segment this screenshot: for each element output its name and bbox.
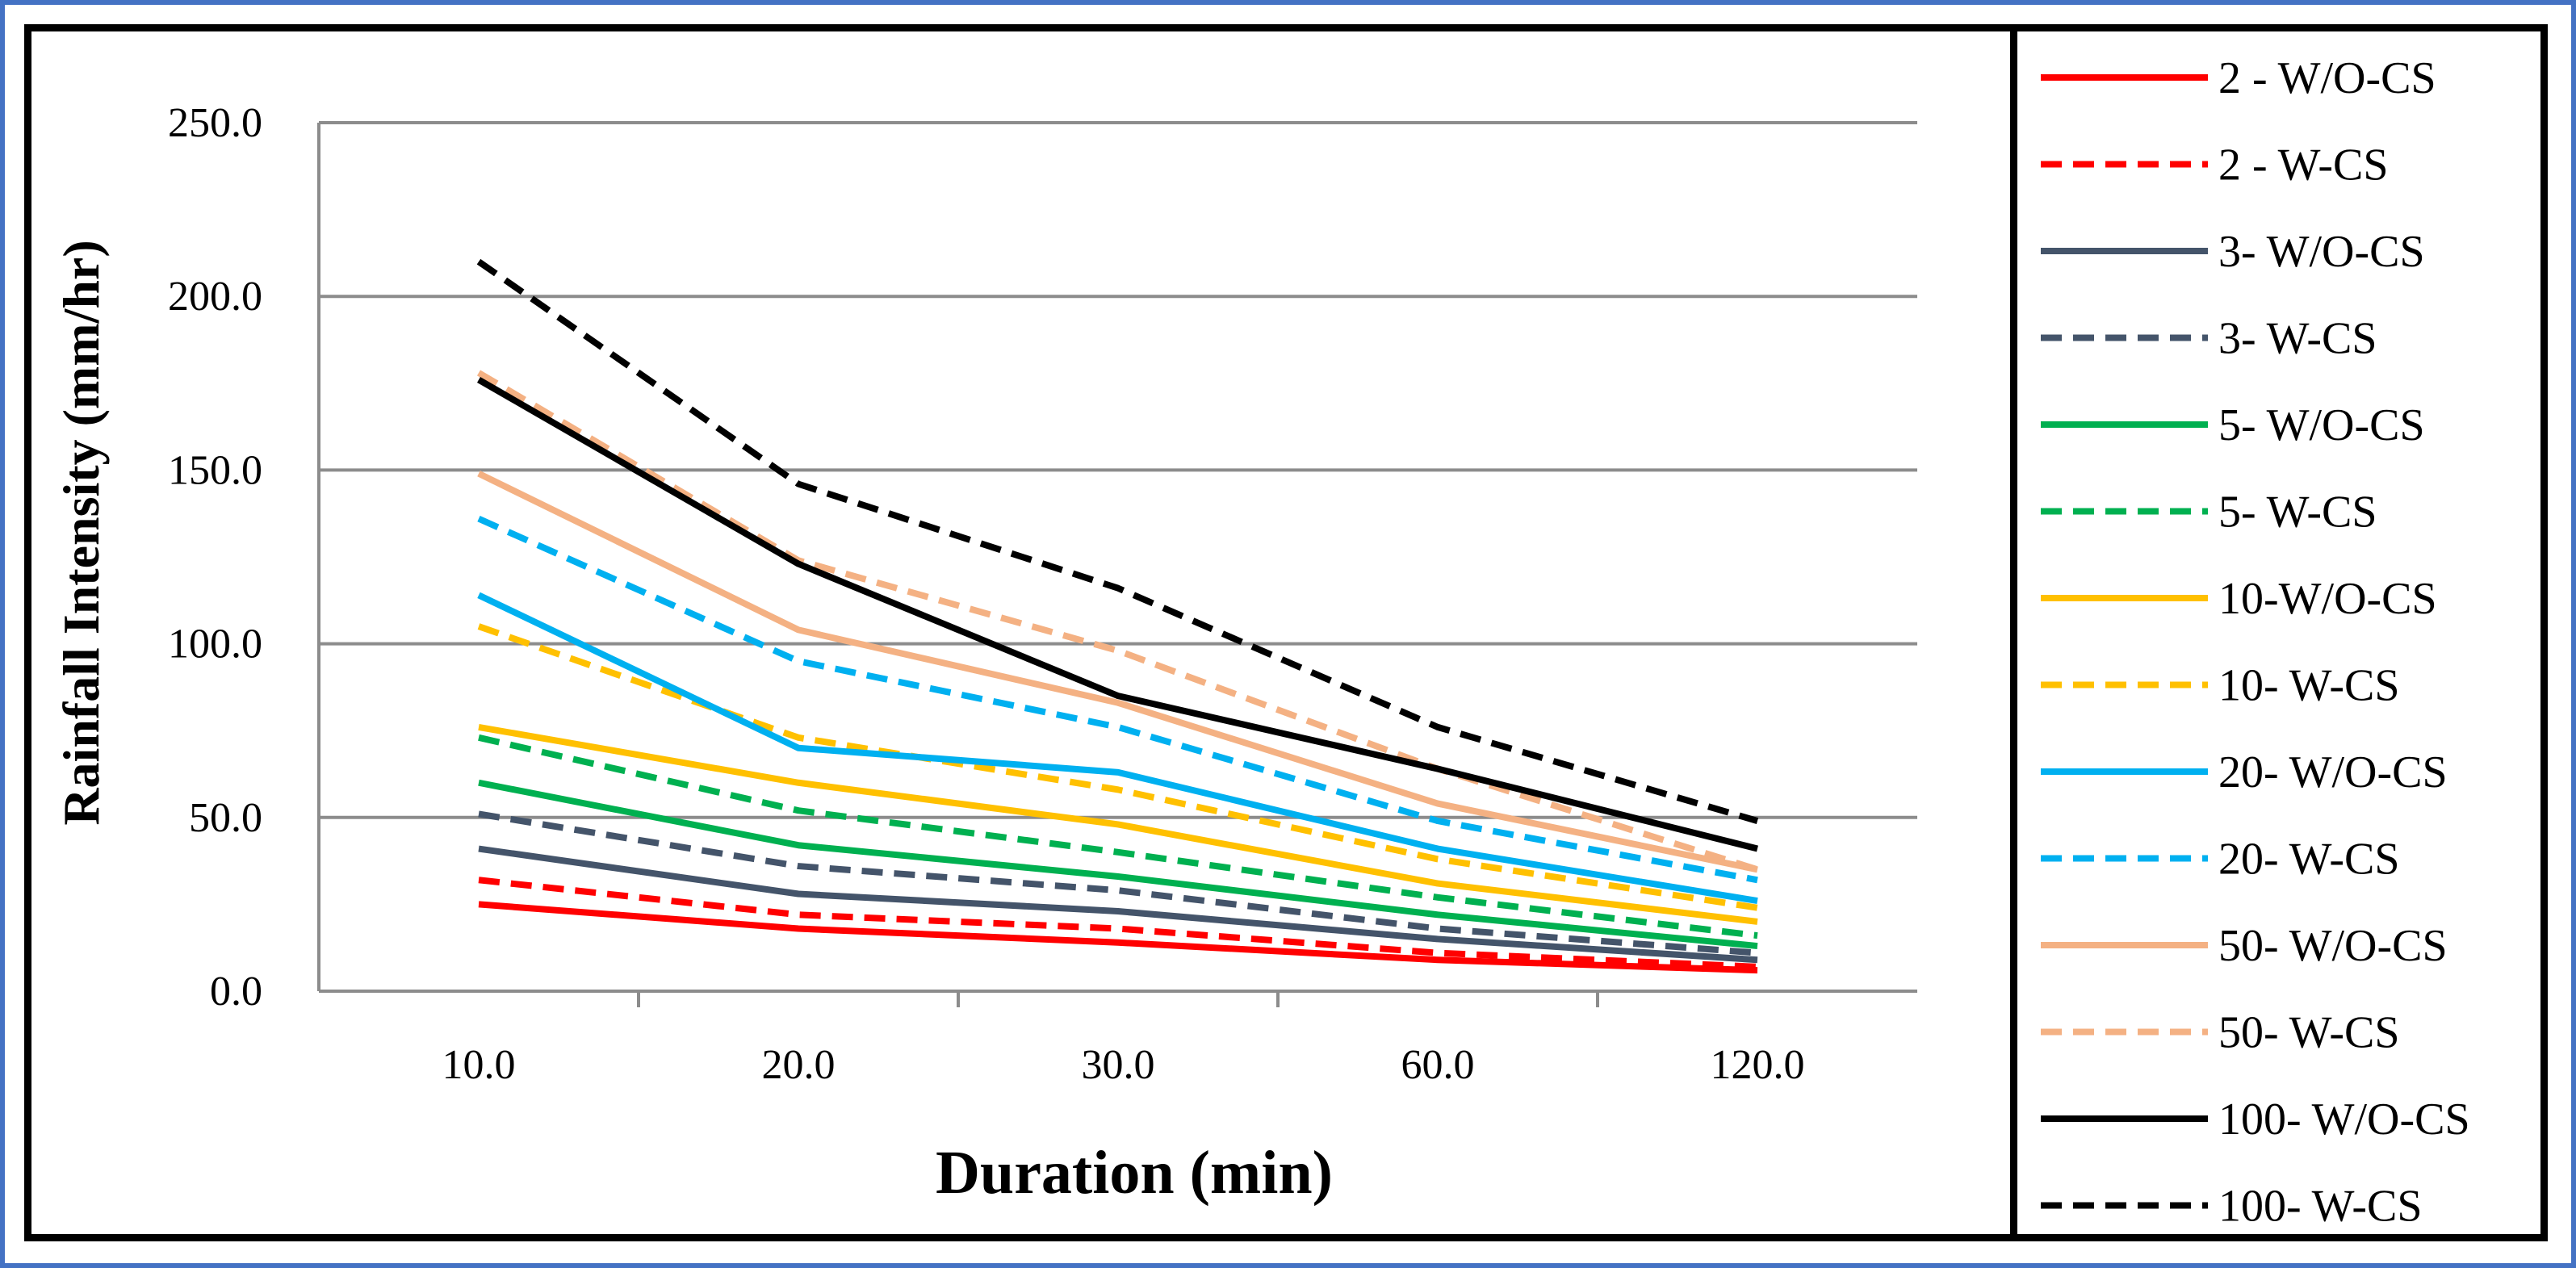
x-tick-labels: 10.0 20.0 30.0 60.0 120.0 <box>442 1042 1805 1088</box>
series-line <box>478 779 1758 950</box>
series-line <box>477 516 1758 884</box>
series-line <box>478 877 1758 970</box>
legend-label: 10-W/O-CS <box>2218 574 2437 624</box>
legend-label: 50- W/O-CS <box>2218 921 2448 971</box>
y-axis-title: Rainfall Intensity (mm/hr) <box>52 240 110 825</box>
x-tick-label: 10.0 <box>442 1042 516 1088</box>
legend-label: 100- W-CS <box>2218 1182 2423 1232</box>
x-tick-label: 120.0 <box>1711 1042 1805 1088</box>
legend-label: 50- W-CS <box>2218 1008 2400 1058</box>
series-line <box>477 592 1758 905</box>
legend-label: 3- W/O-CS <box>2218 227 2425 277</box>
legend-label: 10- W-CS <box>2218 661 2400 711</box>
series-line <box>477 471 1758 873</box>
series-line <box>478 723 1758 925</box>
legend-label: 2 - W/O-CS <box>2218 53 2436 103</box>
legend-label: 5- W/O-CS <box>2218 400 2425 450</box>
x-tick-label: 30.0 <box>1082 1042 1155 1088</box>
legend-divider <box>2010 24 2017 1241</box>
legend-label: 20- W-CS <box>2218 835 2400 885</box>
y-tick-label: 50.0 <box>189 795 262 841</box>
x-tick-label: 20.0 <box>762 1042 836 1088</box>
legend: 2 - W/O-CS 2 - W-CS 3- W/O-CS 3- W-CS 5- W/O… <box>2041 53 2470 1232</box>
chart-border <box>24 24 2548 1241</box>
x-axis-title: Duration (min) <box>936 1139 1333 1207</box>
y-tick-labels: 0.0 50.0 100.0 150.0 200.0 250.0 <box>168 100 262 1015</box>
legend-label: 5- W-CS <box>2218 488 2377 538</box>
series-line <box>476 258 1759 824</box>
legend-label: 100- W/O-CS <box>2218 1094 2470 1145</box>
y-tick-label: 100.0 <box>168 621 262 667</box>
legend-label: 3- W-CS <box>2218 314 2377 364</box>
y-tick-label: 250.0 <box>168 100 262 146</box>
y-tick-label: 150.0 <box>168 447 262 493</box>
series-line <box>476 370 1759 873</box>
series-line <box>478 810 1758 956</box>
series-lines <box>476 258 1759 974</box>
legend-label: 20- W/O-CS <box>2218 747 2448 797</box>
series-line <box>478 901 1758 974</box>
series-line <box>477 377 1758 852</box>
series-line <box>477 623 1758 911</box>
series-line <box>478 845 1758 964</box>
x-tick-label: 60.0 <box>1401 1042 1475 1088</box>
axes <box>317 123 1917 1007</box>
series-line <box>478 734 1758 939</box>
y-tick-label: 0.0 <box>210 969 262 1015</box>
y-tick-label: 200.0 <box>168 274 262 320</box>
legend-label: 2 - W-CS <box>2218 140 2389 190</box>
